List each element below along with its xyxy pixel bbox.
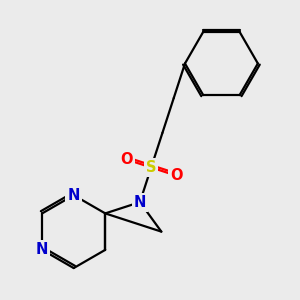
Text: O: O	[170, 168, 182, 183]
Text: N: N	[68, 188, 80, 203]
Text: N: N	[36, 242, 48, 257]
Text: S: S	[146, 160, 156, 175]
Text: N: N	[134, 195, 146, 210]
Text: O: O	[120, 152, 133, 167]
